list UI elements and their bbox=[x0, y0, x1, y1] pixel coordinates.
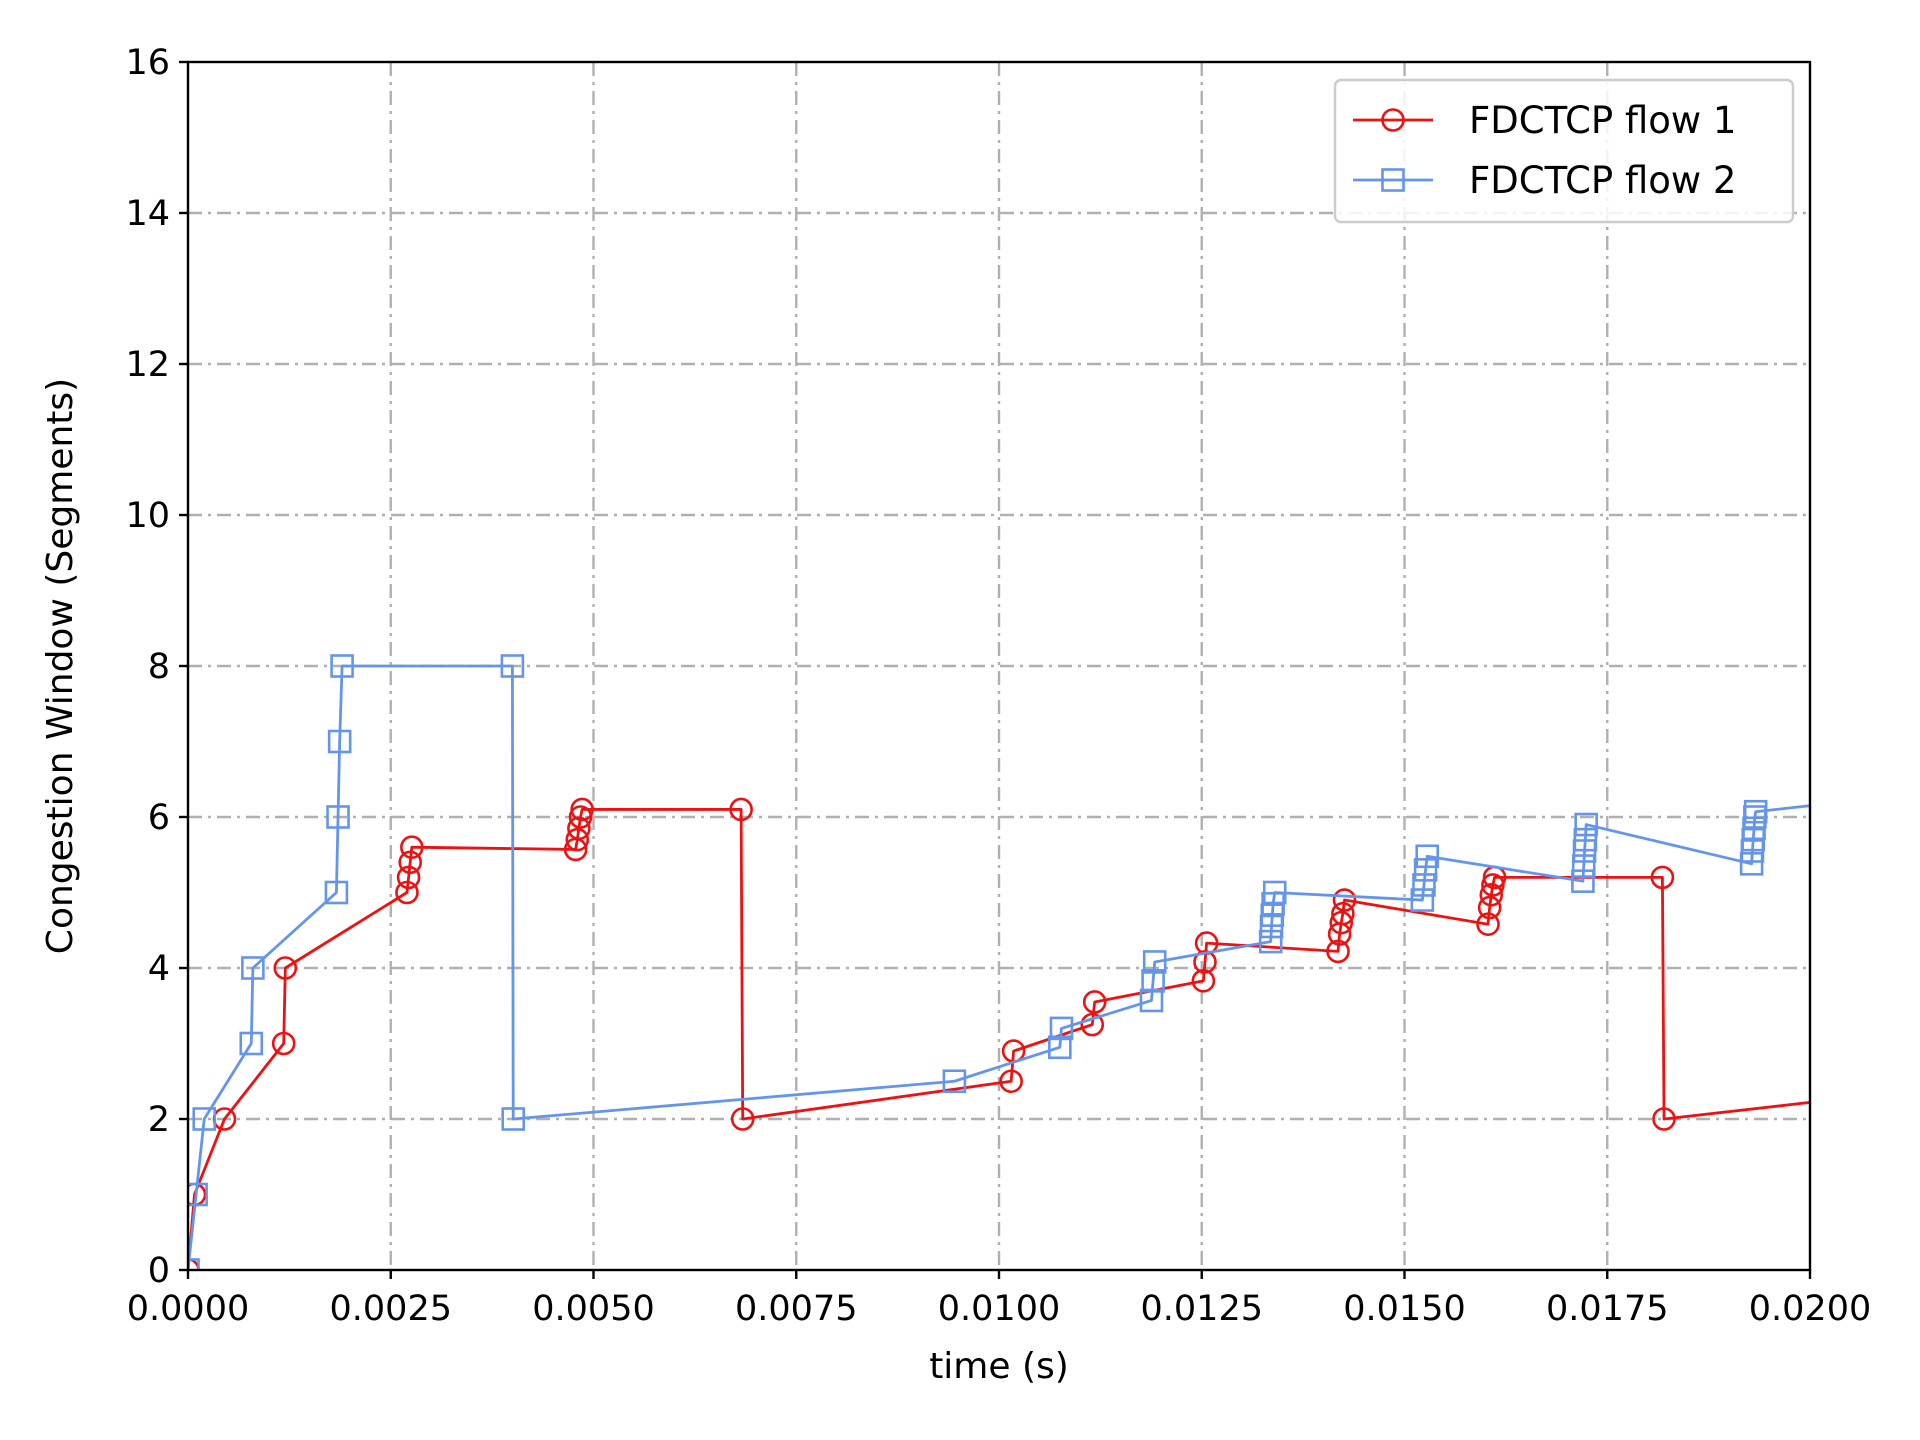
data-point-flow-1 bbox=[396, 865, 421, 890]
y-tick-label: 10 bbox=[125, 496, 170, 536]
plot-area bbox=[188, 654, 1810, 1270]
data-point-flow-1 bbox=[1479, 882, 1504, 907]
x-tick-label: 0.0175 bbox=[1546, 1289, 1668, 1329]
data-point-flow-2 bbox=[1571, 854, 1596, 878]
y-tick-label: 2 bbox=[148, 1100, 170, 1140]
data-point-flow-1 bbox=[400, 835, 424, 860]
legend-marker-flow-2 bbox=[1381, 168, 1405, 192]
data-point-flow-1 bbox=[1650, 865, 1675, 890]
data-point-flow-2 bbox=[1413, 858, 1438, 882]
x-tick-label: 0.0075 bbox=[735, 1289, 857, 1329]
legend-entry-flow-2: FDCTCP flow 2 bbox=[1353, 159, 1736, 202]
data-point-flow-1 bbox=[1082, 990, 1107, 1014]
data-point-flow-2 bbox=[1141, 969, 1165, 993]
y-tick-label: 16 bbox=[125, 43, 170, 83]
data-point-flow-2 bbox=[241, 956, 265, 980]
x-tick-label: 0.0150 bbox=[1343, 1289, 1465, 1329]
x-tick-label: 0.0125 bbox=[1141, 1289, 1263, 1329]
data-point-flow-2 bbox=[942, 1069, 967, 1094]
data-point-flow-2 bbox=[188, 1182, 208, 1207]
data-point-flow-2 bbox=[1574, 812, 1598, 837]
data-point-flow-2 bbox=[1049, 1016, 1074, 1041]
y-tick-label: 6 bbox=[148, 798, 170, 838]
legend-entry-flow-1: FDCTCP flow 1 bbox=[1353, 99, 1736, 142]
data-point-flow-2 bbox=[326, 805, 350, 829]
data-point-flow-1 bbox=[395, 880, 419, 905]
x-tick-label: 0.0025 bbox=[330, 1289, 452, 1329]
legend: FDCTCP flow 1 FDCTCP flow 2 bbox=[1333, 78, 1795, 224]
x-tick-label: 0.0200 bbox=[1749, 1289, 1871, 1329]
x-tick-label: 0.0050 bbox=[532, 1289, 654, 1329]
x-tick-label: 0.0100 bbox=[938, 1289, 1060, 1329]
legend-marker-flow-1 bbox=[1381, 108, 1405, 132]
data-point-flow-1 bbox=[1193, 950, 1217, 974]
data-point-flow-2 bbox=[1142, 950, 1167, 974]
ticks: 0.0000 0.0025 0.0050 0.0075 0.0100 0.0125 0.01… bbox=[125, 43, 1871, 1329]
data-point-flow-2 bbox=[239, 1031, 264, 1056]
data-point-flow-2 bbox=[1739, 852, 1764, 876]
x-tick-label: 0.0000 bbox=[127, 1289, 249, 1329]
y-tick-label: 0 bbox=[148, 1251, 170, 1291]
series-flow-2 bbox=[188, 654, 1810, 1270]
data-point-flow-1 bbox=[999, 1069, 1023, 1094]
data-point-flow-1 bbox=[570, 797, 594, 822]
data-point-flow-2 bbox=[1412, 873, 1436, 897]
data-point-flow-2 bbox=[330, 654, 354, 678]
legend-box bbox=[1333, 78, 1795, 224]
y-tick-label: 8 bbox=[148, 647, 170, 687]
data-point-flow-2 bbox=[1262, 880, 1287, 905]
data-point-flow-2 bbox=[1415, 844, 1440, 869]
data-point-flow-1 bbox=[1652, 1107, 1676, 1131]
data-point-flow-2 bbox=[501, 1107, 526, 1131]
y-tick-label: 12 bbox=[125, 345, 170, 385]
x-axis-label: time (s) bbox=[929, 1346, 1069, 1387]
data-point-flow-1 bbox=[398, 850, 423, 875]
data-point-flow-1 bbox=[729, 797, 753, 822]
y-tick-label: 4 bbox=[148, 949, 170, 989]
data-point-flow-1 bbox=[730, 1107, 755, 1131]
y-axis-label: Congestion Window (Segments) bbox=[40, 378, 81, 954]
data-point-flow-2 bbox=[327, 729, 352, 754]
data-point-flow-2 bbox=[1048, 1035, 1072, 1060]
data-point-flow-2 bbox=[1410, 888, 1435, 912]
data-point-flow-1 bbox=[1080, 1012, 1105, 1037]
data-point-flow-2 bbox=[1743, 799, 1768, 824]
data-point-flow-1 bbox=[273, 956, 298, 980]
data-point-flow-1 bbox=[1329, 910, 1354, 935]
data-point-flow-1 bbox=[1326, 939, 1350, 964]
data-point-flow-2 bbox=[1571, 869, 1595, 893]
y-tick-label: 14 bbox=[125, 194, 170, 234]
series-line-flow-2 bbox=[188, 664, 1810, 1270]
data-point-flow-1 bbox=[567, 816, 591, 841]
data-point-flow-2 bbox=[500, 654, 525, 678]
data-point-flow-1 bbox=[1331, 901, 1355, 926]
legend-label-flow-1: FDCTCP flow 1 bbox=[1469, 99, 1736, 142]
data-point-flow-2 bbox=[1573, 827, 1598, 852]
data-point-flow-1 bbox=[1476, 912, 1500, 937]
data-point-flow-1 bbox=[565, 827, 590, 852]
data-point-flow-1 bbox=[1191, 969, 1216, 993]
data-point-flow-1 bbox=[271, 1031, 296, 1056]
data-point-flow-2 bbox=[1139, 988, 1164, 1013]
data-point-flow-2 bbox=[324, 880, 349, 905]
data-point-flow-1 bbox=[1477, 895, 1502, 920]
data-point-flow-1 bbox=[1332, 888, 1357, 912]
data-point-flow-2 bbox=[192, 1107, 217, 1131]
data-point-flow-2 bbox=[1258, 929, 1283, 954]
legend-label-flow-2: FDCTCP flow 2 bbox=[1469, 159, 1736, 202]
